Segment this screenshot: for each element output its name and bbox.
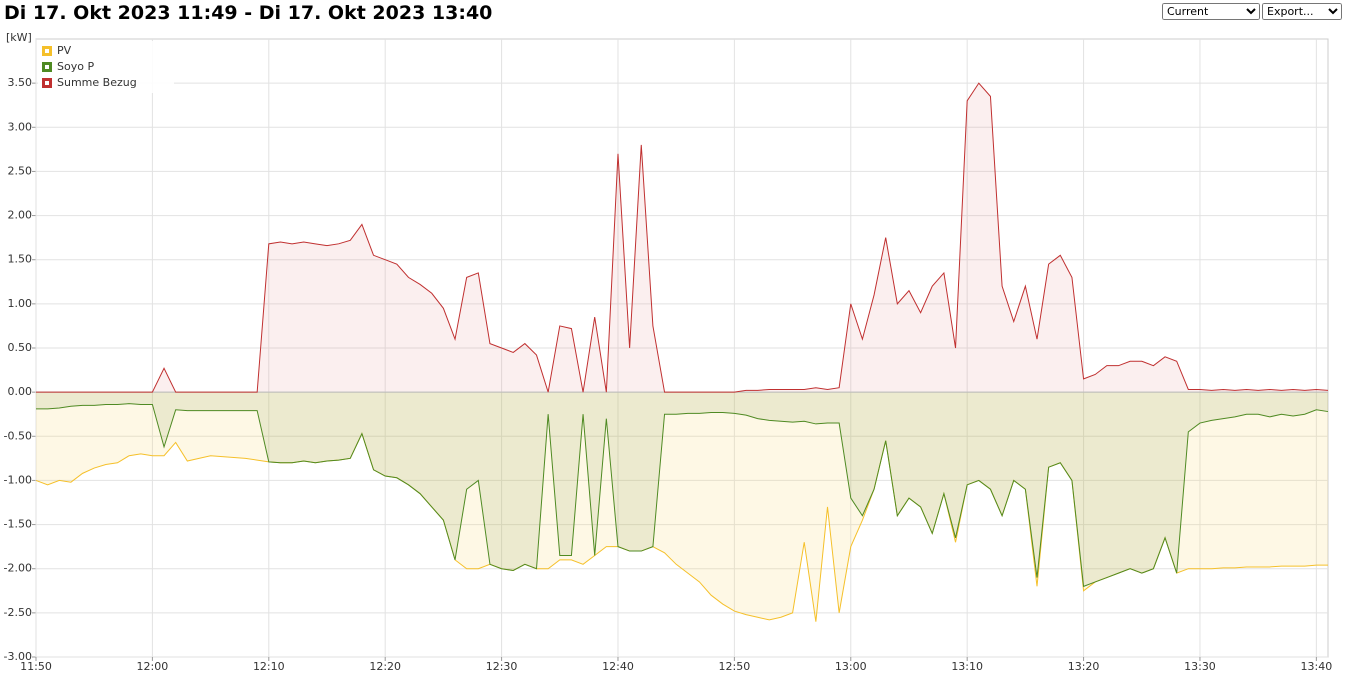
x-tick-label: 11:50 [20, 660, 52, 673]
series-line [36, 82, 1329, 393]
x-tick-label: 12:40 [602, 660, 634, 673]
legend-swatch-inner [45, 65, 49, 69]
x-tick-label: 12:30 [486, 660, 518, 673]
plot-area [35, 38, 1329, 658]
series-line [35, 432, 1328, 622]
series-area [36, 392, 1328, 622]
x-tick-label: 12:20 [369, 660, 401, 673]
chart-title: Di 17. Okt 2023 11:49 - Di 17. Okt 2023 … [4, 2, 493, 24]
x-tick-label: 13:00 [835, 660, 867, 673]
x-tick-label: 12:50 [719, 660, 751, 673]
legend-label: PV [57, 44, 72, 57]
y-tick-label: 1.50 [8, 253, 33, 266]
y-tick-label: 1.00 [8, 297, 33, 310]
y-tick-label: 0.50 [8, 341, 33, 354]
x-tick-label: 12:10 [253, 660, 285, 673]
x-tick-label: 12:00 [137, 660, 169, 673]
y-tick-label: 2.50 [8, 164, 33, 177]
export-select[interactable]: Export... [1262, 3, 1342, 20]
series-line [36, 403, 1329, 588]
y-tick-label: 0.00 [8, 385, 33, 398]
legend-swatch [42, 46, 52, 56]
x-tick-label: 13:30 [1184, 660, 1216, 673]
legend-label: Soyo P [57, 60, 94, 73]
series-area [36, 392, 1328, 587]
legend-box [38, 41, 174, 93]
x-tick-label: 13:40 [1301, 660, 1333, 673]
legend-swatch [42, 78, 52, 88]
legend: PV Soyo P Summe Bezug [38, 41, 174, 93]
legend-swatch-inner [45, 49, 49, 53]
y-tick-label: 2.00 [8, 209, 33, 222]
y-tick-label: -2.50 [4, 606, 32, 619]
y-tick-label: -1.50 [4, 518, 32, 531]
series-area [36, 83, 1328, 393]
y-tick-label: 3.00 [8, 120, 33, 133]
legend-swatch-inner [45, 81, 49, 85]
y-tick-label: -0.50 [4, 429, 32, 442]
x-tick-label: 13:20 [1068, 660, 1100, 673]
y-tick-label: -2.00 [4, 562, 32, 575]
y-tick-label: 3.50 [8, 76, 33, 89]
y-tick-label: -1.00 [4, 473, 32, 486]
legend-label: Summe Bezug [57, 76, 137, 89]
y-axis-label: [kW] [6, 31, 32, 44]
y-tick-label: -3.00 [4, 650, 32, 663]
legend-swatch [42, 62, 52, 72]
period-select[interactable]: Current [1162, 3, 1260, 20]
x-tick-label: 13:10 [951, 660, 983, 673]
